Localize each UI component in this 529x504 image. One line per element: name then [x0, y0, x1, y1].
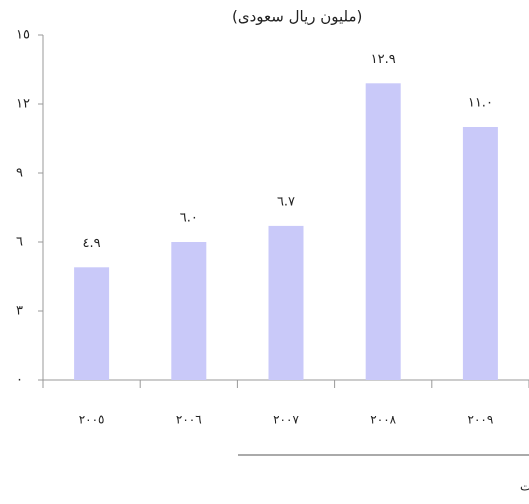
- x-tick-label: ٢٠٠٩: [468, 413, 494, 427]
- bar: [462, 127, 498, 380]
- value-label: ١١.٠: [468, 96, 493, 111]
- value-label: ٦.٧: [277, 194, 295, 209]
- y-tick-label: ٩: [16, 166, 23, 181]
- y-tick-label: ٠: [16, 373, 23, 388]
- y-tick-label: ٣: [16, 304, 23, 319]
- value-label: ١٢.٩: [371, 52, 396, 67]
- y-tick-label: ٦: [16, 235, 23, 250]
- bar: [268, 225, 304, 380]
- value-label: ٦.٠: [180, 211, 198, 226]
- x-tick-label: ٢٠٠٨: [370, 413, 396, 427]
- bar: [74, 267, 110, 380]
- y-tick-label: ١٥: [16, 28, 30, 43]
- bar: [365, 83, 401, 381]
- x-tick-label: ٢٠٠٦: [176, 413, 202, 427]
- chart-title: (مليون ريال سعودى): [232, 8, 362, 26]
- bar: [171, 242, 207, 380]
- x-tick-label: ٢٠٠٧: [273, 413, 299, 427]
- source: مصلحة الإحصاءات العامة والمعلومات: [520, 480, 529, 495]
- x-tick-label: ٢٠٠٥: [79, 413, 105, 427]
- value-label: ٤.٩: [83, 236, 101, 251]
- y-tick-label: ١٢: [16, 97, 30, 112]
